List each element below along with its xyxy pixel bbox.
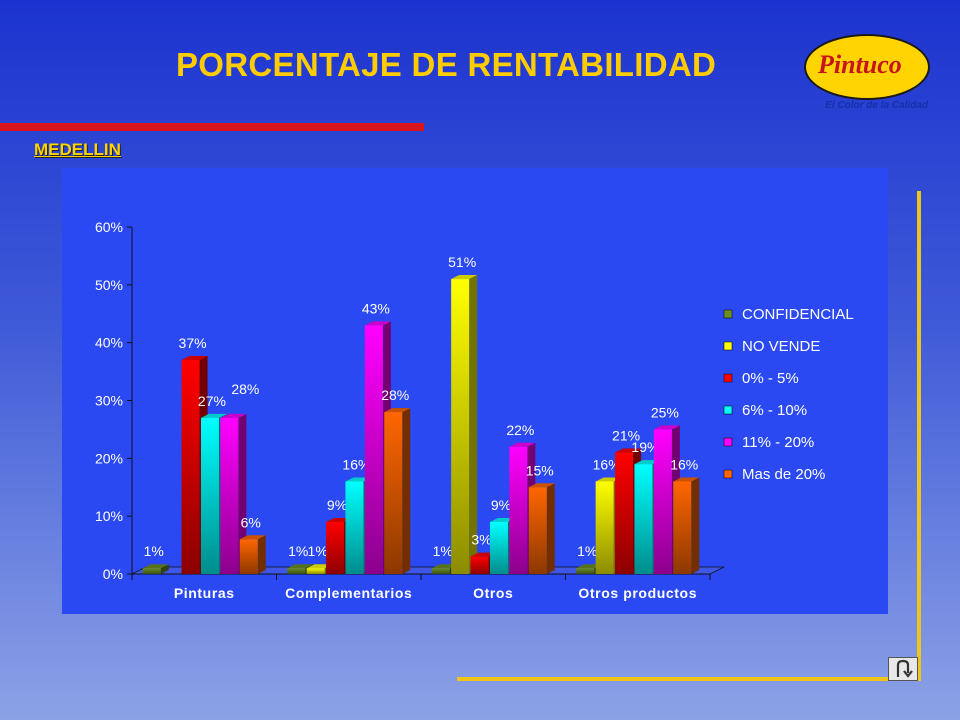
title-divider [0,123,424,131]
y-tick-label: 20% [95,450,123,466]
logo-oval [804,34,930,100]
profitability-chart: 0% 10% 20% 30% 40% 50% 60% Pinturas Complementar… [95,219,854,601]
data-label: 1% [288,543,308,559]
bar [142,564,169,574]
bar [384,408,411,574]
data-label: 3% [471,532,491,548]
data-label: 6% [241,514,261,530]
legend-swatch [723,437,733,447]
data-label: 27% [198,393,226,409]
legend-label: 0% - 5% [742,370,799,387]
legend-item: 0% - 5% [723,370,799,387]
data-label: 21% [612,428,640,444]
legend-swatch [723,373,733,383]
data-label: 16% [670,456,698,472]
data-label: 15% [526,462,554,478]
data-label: 28% [231,381,259,397]
bar [239,535,266,574]
y-tick-label: 0% [103,566,123,582]
data-label: 1% [308,543,328,559]
data-label: 25% [651,404,679,420]
legend-swatch [723,341,733,351]
data-label: 1% [577,543,597,559]
data-label: 22% [506,422,534,438]
chart-panel: 0% 10% 20% 30% 40% 50% 60% Pinturas Complementar… [62,168,888,614]
legend-label: NO VENDE [742,338,820,355]
bar [451,275,478,574]
frame-line-horizontal [457,677,921,681]
legend-label: Mas de 20% [742,466,825,483]
legend-item: 6% - 10% [723,402,807,419]
legend-swatch [723,405,733,415]
legend-item: Mas de 20% [723,466,825,483]
data-label: 16% [342,456,370,472]
y-tick-label: 30% [95,393,123,409]
legend-label: CONFIDENCIAL [742,306,854,323]
y-tick-label: 10% [95,508,123,524]
legend-item: CONFIDENCIAL [723,306,854,323]
category-label: Pinturas [174,585,235,601]
data-label: 51% [448,254,476,270]
data-label: 16% [593,456,621,472]
city-subtitle: MEDELLIN [34,140,121,159]
legend-label: 11% - 20% [742,434,814,451]
y-tick-label: 40% [95,335,123,351]
category-label: Complementarios [285,585,412,601]
u-turn-icon [896,659,913,678]
legend-item: NO VENDE [723,338,820,355]
bar [528,483,555,574]
category-label: Otros [473,585,513,601]
legend-label: 6% - 10% [742,402,807,419]
page-title: PORCENTAJE DE RENTABILIDAD [176,46,717,83]
return-button[interactable] [888,657,918,681]
data-label: 28% [381,387,409,403]
y-tick-label: 60% [95,219,123,235]
data-label: 37% [179,335,207,351]
logo-tagline: El Color de la Calidad [825,100,928,111]
legend-swatch [723,309,733,319]
logo-brand: Pintuco [818,50,902,79]
data-label: 19% [631,439,659,455]
legend-swatch [723,469,733,479]
category-label: Otros productos [578,585,697,601]
pintuco-logo: Pintuco El Color de la Calidad [800,30,930,118]
data-label: 43% [362,300,390,316]
legend-item: 11% - 20% [723,434,814,451]
y-tick-label: 50% [95,277,123,293]
data-label: 1% [144,543,164,559]
data-label: 1% [433,543,453,559]
bar [673,477,700,574]
frame-line-vertical [917,191,921,680]
bar [220,413,247,574]
data-label: 9% [327,497,347,513]
data-label: 9% [491,497,511,513]
